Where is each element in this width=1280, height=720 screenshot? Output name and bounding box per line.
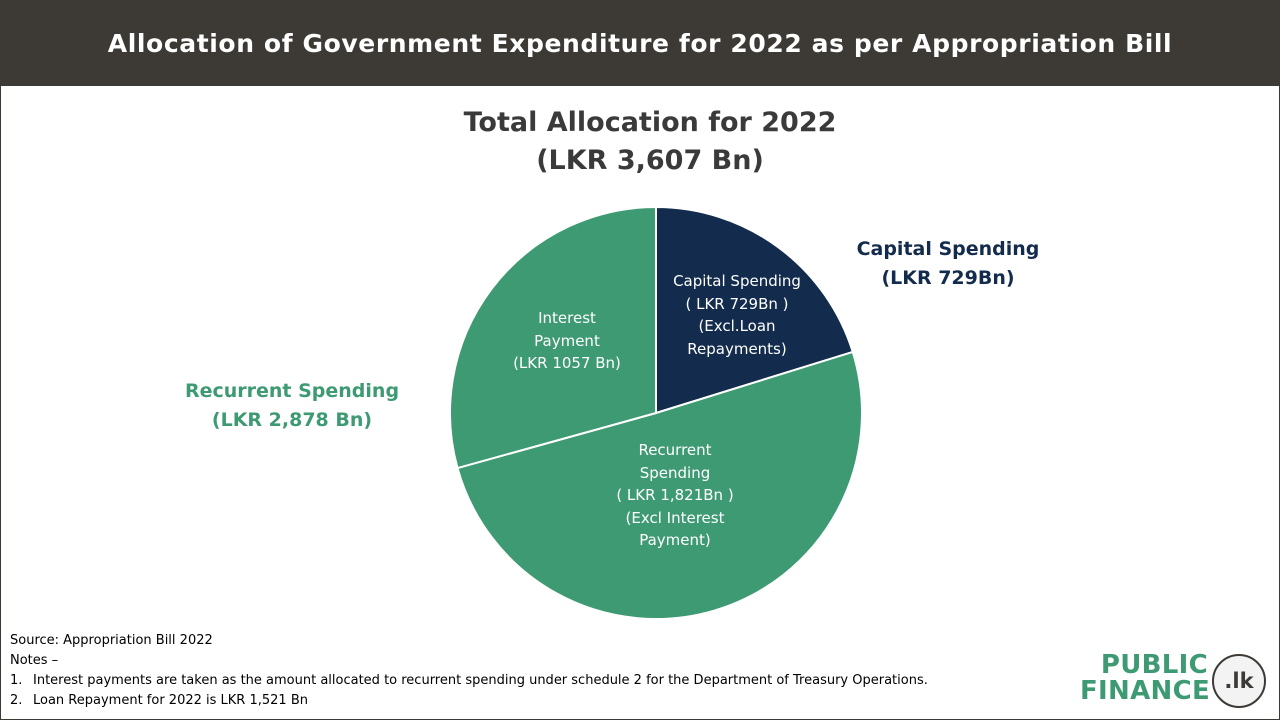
source-text: Source: Appropriation Bill 2022 bbox=[10, 633, 213, 648]
pie-slice-capital bbox=[655, 205, 854, 415]
logo-line2: FINANCE bbox=[1080, 676, 1211, 706]
slice-label-interest: Interest Payment (LKR 1057 Bn) bbox=[513, 309, 621, 372]
group-label-capital: Capital Spending (LKR 729Bn) bbox=[838, 235, 1058, 293]
group-label-recurrent-name: Recurrent Spending bbox=[184, 380, 400, 402]
note-text: Interest payments are taken as the amoun… bbox=[33, 673, 928, 688]
group-label-recurrent-amount: (LKR 2,878 Bn) bbox=[211, 409, 373, 431]
pie-slice-interest bbox=[449, 205, 657, 470]
logo-badge: .lk bbox=[1212, 654, 1266, 708]
publicfinance-logo-icon: PUBLIC FINANCE .lk bbox=[1080, 652, 1266, 712]
slice-label-recurrent: Recurrent Spending ( LKR 1,821Bn ) (Excl… bbox=[616, 441, 734, 549]
page-title: Allocation of Government Expenditure for… bbox=[107, 28, 1173, 58]
note-item: 1. Interest payments are taken as the am… bbox=[10, 671, 928, 691]
logo-line1: PUBLIC bbox=[1100, 650, 1208, 680]
chart-title: Total Allocation for 2022 (LKR 3,607 Bn) bbox=[340, 104, 960, 180]
slice-label-capital: Capital Spending ( LKR 729Bn ) (Excl.Loa… bbox=[673, 272, 801, 358]
chart-title-line2: (LKR 3,607 Bn) bbox=[536, 145, 764, 176]
logo-text: PUBLIC FINANCE bbox=[1080, 650, 1211, 706]
group-label-recurrent: Recurrent Spending (LKR 2,878 Bn) bbox=[162, 377, 422, 435]
header-bar: Allocation of Government Expenditure for… bbox=[0, 0, 1280, 86]
note-text: Loan Repayment for 2022 is LKR 1,521 Bn bbox=[33, 693, 308, 708]
group-label-capital-amount: (LKR 729Bn) bbox=[881, 267, 1015, 289]
note-number: 1. bbox=[10, 673, 23, 688]
note-number: 2. bbox=[10, 693, 23, 708]
pie-slice-recurrent bbox=[456, 350, 863, 620]
group-label-capital-name: Capital Spending bbox=[856, 238, 1040, 260]
note-item: 2. Loan Repayment for 2022 is LKR 1,521 … bbox=[10, 691, 928, 711]
footer-notes: Source: Appropriation Bill 2022 Notes – … bbox=[10, 631, 928, 711]
notes-heading: Notes – bbox=[10, 653, 59, 668]
chart-title-line1: Total Allocation for 2022 bbox=[463, 107, 837, 138]
